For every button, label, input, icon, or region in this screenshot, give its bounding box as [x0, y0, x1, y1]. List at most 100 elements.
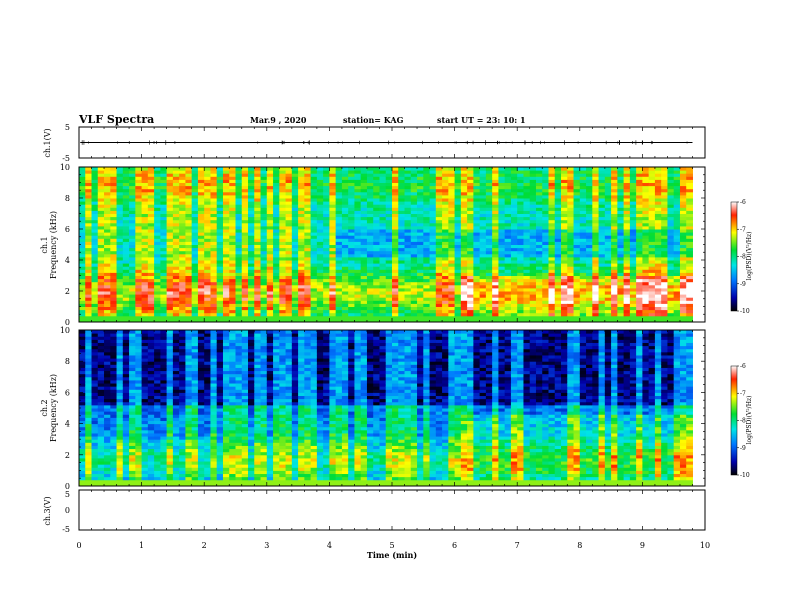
ch1-spectrogram-cell: [210, 281, 218, 286]
ch1-spectrogram-cell: [611, 244, 618, 249]
ch1-spectrogram-cell: [392, 297, 399, 301]
ch1-spectrogram-cell: [611, 278, 618, 283]
ch1-spectrogram-cell: [204, 309, 211, 314]
ch1-spectrogram-cell: [185, 170, 193, 174]
ch1-spectrogram-cell: [273, 284, 280, 289]
ch1-spectrogram-cell: [254, 229, 262, 233]
ch1-spectrogram-cell: [310, 247, 318, 252]
ch1-spectrogram-cell: [636, 266, 643, 270]
ch1-spectrogram-cell: [360, 300, 368, 304]
ch1-spectrogram-cell: [241, 213, 249, 218]
ch1-spectrogram-cell: [116, 300, 124, 304]
ch1-spectrogram-cell: [385, 182, 393, 187]
ch1-spectrogram-cell: [673, 291, 681, 295]
ch1-spectrogram-cell: [504, 278, 512, 283]
ch1-spectrogram-cell: [586, 272, 593, 276]
ch1-spectrogram-cell: [410, 188, 418, 193]
ch1-spectrogram-cell: [341, 204, 349, 208]
ch1-spectrogram-cell: [266, 229, 274, 233]
ch1-spectrogram-cell: [166, 269, 174, 273]
ch1-spectrogram-cell: [423, 225, 431, 230]
ch1-spectrogram-cell: [554, 247, 562, 252]
ch1-spectrogram-cell: [654, 182, 662, 187]
ch1-spectrogram-cell: [366, 222, 374, 227]
ch1-spectrogram-cell: [341, 287, 349, 292]
ch1-spectrogram-cell: [410, 278, 418, 283]
ch1-spectrogram-cell: [542, 235, 549, 239]
ch1-spectrogram-cell: [122, 191, 130, 196]
ch1-spectrogram-cell: [529, 216, 537, 221]
ch1-spectrogram-cell: [423, 318, 431, 323]
ch1-spectrogram-cell: [492, 272, 499, 276]
ch1-spectrogram-cell: [604, 238, 612, 242]
ch1-spectrogram-cell: [435, 204, 443, 208]
ch1-spectrogram-cell: [667, 222, 675, 227]
ch1-spectrogram-cell: [423, 315, 431, 320]
ch1-spectrogram-cell: [91, 284, 99, 289]
ch1-spectrogram-cell: [517, 312, 524, 317]
ch1-spectrogram-cell: [510, 198, 518, 202]
ch1-spectrogram-cell: [254, 207, 262, 211]
ch1-spectrogram-cell: [485, 250, 493, 255]
ch1-spectrogram-cell: [529, 188, 537, 193]
ch1-spectrogram-cell: [510, 244, 518, 249]
ch1-spectrogram-cell: [166, 170, 174, 174]
ch1-spectrogram-cell: [160, 278, 168, 283]
ch1-spectrogram-cell: [97, 300, 105, 304]
ch1-spectrogram-cell: [329, 188, 337, 193]
ch1-spectrogram-cell: [586, 275, 593, 280]
ch1-spectrogram-cell: [291, 238, 299, 242]
ch1-spectrogram-cell: [222, 269, 230, 273]
ch1-spectrogram-cell: [91, 244, 99, 249]
ch1-spectrogram-cell: [316, 238, 324, 242]
ch1-spectrogram-cell: [254, 306, 262, 311]
ch1-spectrogram-cell: [523, 266, 531, 270]
ch1-spectrogram-cell: [154, 284, 161, 289]
ch1-spectrogram-cell: [154, 232, 161, 236]
ch1-spectrogram-cell: [285, 173, 293, 177]
ch1-spectrogram-cell: [79, 235, 86, 239]
ch1-spectrogram-cell: [304, 281, 312, 286]
ch1-spectrogram-cell: [529, 173, 537, 177]
ch1-spectrogram-cell: [586, 260, 593, 264]
ch1-spectrogram-cell: [341, 272, 349, 276]
ch1-spectrogram-cell: [97, 315, 105, 320]
ch1-spectrogram-cell: [642, 182, 650, 187]
ch1-spectrogram-cell: [110, 170, 118, 174]
ch1-spectrogram-cell: [460, 188, 468, 193]
ch1-spectrogram-cell: [110, 263, 118, 267]
ch1-spectrogram-cell: [85, 272, 93, 276]
ch1-spectrogram-cell: [592, 315, 600, 320]
ch1-spectrogram-cell: [191, 303, 199, 307]
ch1-spectrogram-cell: [210, 170, 218, 174]
ch1-spectrogram-cell: [154, 216, 161, 221]
ch1-spectrogram-cell: [210, 210, 218, 214]
ch1-spectrogram-cell: [254, 235, 262, 239]
ch1-spectrogram-cell: [392, 275, 399, 280]
ch1-spectrogram-cell: [222, 170, 230, 174]
ch1-spectrogram-cell: [122, 222, 130, 227]
ch1-spectrogram-cell: [548, 170, 556, 174]
ch1-spectrogram-cell: [586, 210, 593, 214]
ch1-spectrogram-cell: [147, 176, 155, 180]
ch1-spectrogram-cell: [467, 300, 474, 304]
ch1-spectrogram-cell: [160, 207, 168, 211]
ch1-spectrogram-cell: [116, 229, 124, 233]
ch1-spectrogram-cell: [423, 241, 431, 245]
ch1-spectrogram-cell: [467, 194, 474, 199]
ch1-spectrogram-cell: [248, 312, 255, 317]
ch1-spectrogram-cell: [529, 204, 537, 208]
ch1-spectrogram-cell: [498, 238, 506, 242]
ch1-spectrogram-cell: [454, 269, 462, 273]
ch1-spectrogram-cell: [398, 213, 406, 218]
ch1-spectrogram-cell: [179, 294, 186, 298]
ch1-spectrogram-cell: [104, 256, 111, 261]
ch1-spectrogram-cell: [135, 272, 143, 276]
ch1-spectrogram-cell: [172, 229, 180, 233]
ch1-spectrogram-cell: [417, 297, 424, 301]
ch1-spectrogram-cell: [204, 263, 211, 267]
ch1-spectrogram-cell: [116, 179, 124, 183]
ch1-spectrogram-cell: [429, 216, 437, 221]
ch1-spectrogram-cell: [85, 216, 93, 221]
ch1-spectrogram-cell: [160, 256, 168, 261]
